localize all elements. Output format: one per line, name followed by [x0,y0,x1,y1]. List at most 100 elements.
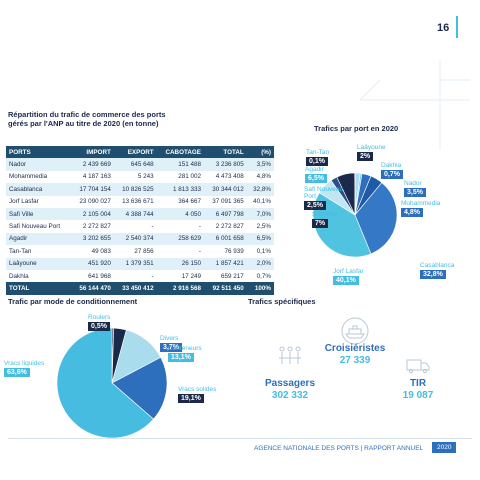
table-cell: 2 272 827 [82,223,111,231]
value-label: 4,8% [401,208,423,217]
ship-icon [345,325,365,339]
table-cell: 7,0% [256,210,271,218]
table-cell: Casablanca [9,185,43,193]
table-cell: 6,5% [256,235,271,243]
table-cell: 56 144 470 [79,284,111,292]
table-cell: 100% [254,284,271,292]
value-label: 7% [312,219,329,228]
table-cell: CABOTAGE [165,148,202,156]
slice-label: Vracs solides 19,1% [178,386,216,403]
category-label: Dakhla [381,162,402,169]
category-label: Casablanca [420,262,455,269]
traffic-label: Croisiéristes [324,343,386,354]
footer-year: 2020 [432,442,457,453]
truck-icon [408,368,414,374]
table-row: Casablanca 17 704 154 10 826 525 1 813 333 3… [6,183,274,196]
table-cell: 49 083 [91,247,111,255]
table-cell: 645 648 [130,161,154,169]
table-cell: 4 050 [185,210,202,218]
table-cell: 40,1% [253,198,271,206]
table-cell: 258 629 [178,235,202,243]
slice-label: Agadir 6,5% [305,166,327,183]
people-icon [279,352,301,364]
table-cell: 10 826 525 [122,185,154,193]
table-cell: 3,5% [256,161,271,169]
footer-text: AGENCE NATIONALE DES PORTS | RAPPORT ANN… [254,445,424,452]
table-cell: 32,8% [253,185,271,193]
table-cell: 2 540 374 [125,235,154,243]
slice-label: Dakhla 0,7% [381,162,403,179]
table: PORTS IMPORT EXPORT CABOTAGE TOTAL (%) Nador 2 … [6,146,274,295]
category-label: Vracs solides [178,386,217,393]
category-label: Safi Nouveau Port [304,186,344,200]
slice-label: Nador 3,5% [404,180,426,197]
category-label: Conteneurs [168,345,202,352]
value-label: 19,1% [178,394,204,403]
slice-label: Roulers 0,5% [88,314,110,331]
table-cell: Safi Ville [9,210,34,218]
value-label: 3,7% [160,343,182,352]
table-cell: Agadir [9,235,28,243]
table-cell: EXPORT [127,148,154,156]
slice-label: Mohammedia 4,8% [401,200,440,217]
table-row: Dakhla 641 968 - 17 249 659 217 0,7% [6,269,274,283]
table-cell: 3 236 805 [215,161,244,169]
table-row: Tan-Tan 49 083 27 856 - 76 939 0,1% [6,245,274,258]
table-cell: 27 856 [134,247,154,255]
table-cell: 1 857 421 [215,260,244,268]
value-label: 32,8% [420,270,446,279]
table-cell: 37 091 365 [212,198,244,206]
table-cell: 6 497 798 [215,210,244,218]
truck-icon [406,359,430,371]
table-cell: (%) [261,148,271,156]
page-number: 16 [437,22,450,34]
value-label: 0,7% [381,170,403,179]
icons [279,60,470,374]
table-cell: 364 667 [178,198,202,206]
category-label: Tan-Tan [306,149,330,156]
table-cell: 641 968 [88,272,111,280]
table-row: Nador 2 439 669 645 648 151 488 3 236 805 3,5… [6,158,274,171]
table-cell: 4 388 744 [125,210,154,218]
table-cell: - [151,272,154,280]
table-row: Agadir 3 202 655 2 540 374 258 629 6 001 658… [6,232,274,246]
slice-label: Laâyoune 2% [357,144,386,161]
table-cell: Nador [9,161,27,169]
section-title: Trafics spécifiques [248,297,316,306]
table-cell: - [198,223,202,231]
table-cell: 76 939 [224,247,244,255]
traffic-label: Passagers [264,378,316,389]
slice-label: Safi Ville 7% [312,211,337,228]
footer-rule [8,438,472,439]
table-cell: 451 920 [88,260,111,268]
table-cell: 4,8% [256,173,271,181]
table-cell: 13 636 671 [122,198,154,206]
table-cell: 0,1% [256,247,271,255]
value-label: 40,1% [333,276,359,285]
slice-label: Conteneurs 13,1% [168,345,202,362]
value-label: 2,5% [304,201,326,210]
table-cell: 2,0% [256,260,271,268]
category-label: Divers [160,335,179,342]
category-label: Roulers [88,314,111,321]
traffic-value: 27 339 [339,355,371,366]
table-cell: Laâyoune [9,260,37,268]
table-cell: IMPORT [86,148,111,156]
table-cell: 17 704 154 [79,185,111,193]
table-row: Laâyoune 451 920 1 379 351 26 150 1 857 421 2… [6,257,274,270]
value-label: 13,1% [168,353,194,362]
slice-label: Safi Nouveau Port 2,5% [304,186,348,210]
table-cell: 281 002 [178,173,202,181]
value-label: 63,6% [4,368,30,377]
people-icon [287,346,293,352]
slice-label: Casablanca 32,8% [420,262,454,279]
pie-title: Trafics par port en 2020 [314,124,399,133]
table-cell: 4 473 408 [215,173,244,181]
table-cell: 26 150 [181,260,202,268]
table-cell: TOTAL [9,284,30,292]
table-cell: 2 272 827 [215,223,244,231]
table-row: Safi Ville 2 105 004 4 388 744 4 050 6 497 7… [6,207,274,221]
pie-slice [111,357,168,420]
